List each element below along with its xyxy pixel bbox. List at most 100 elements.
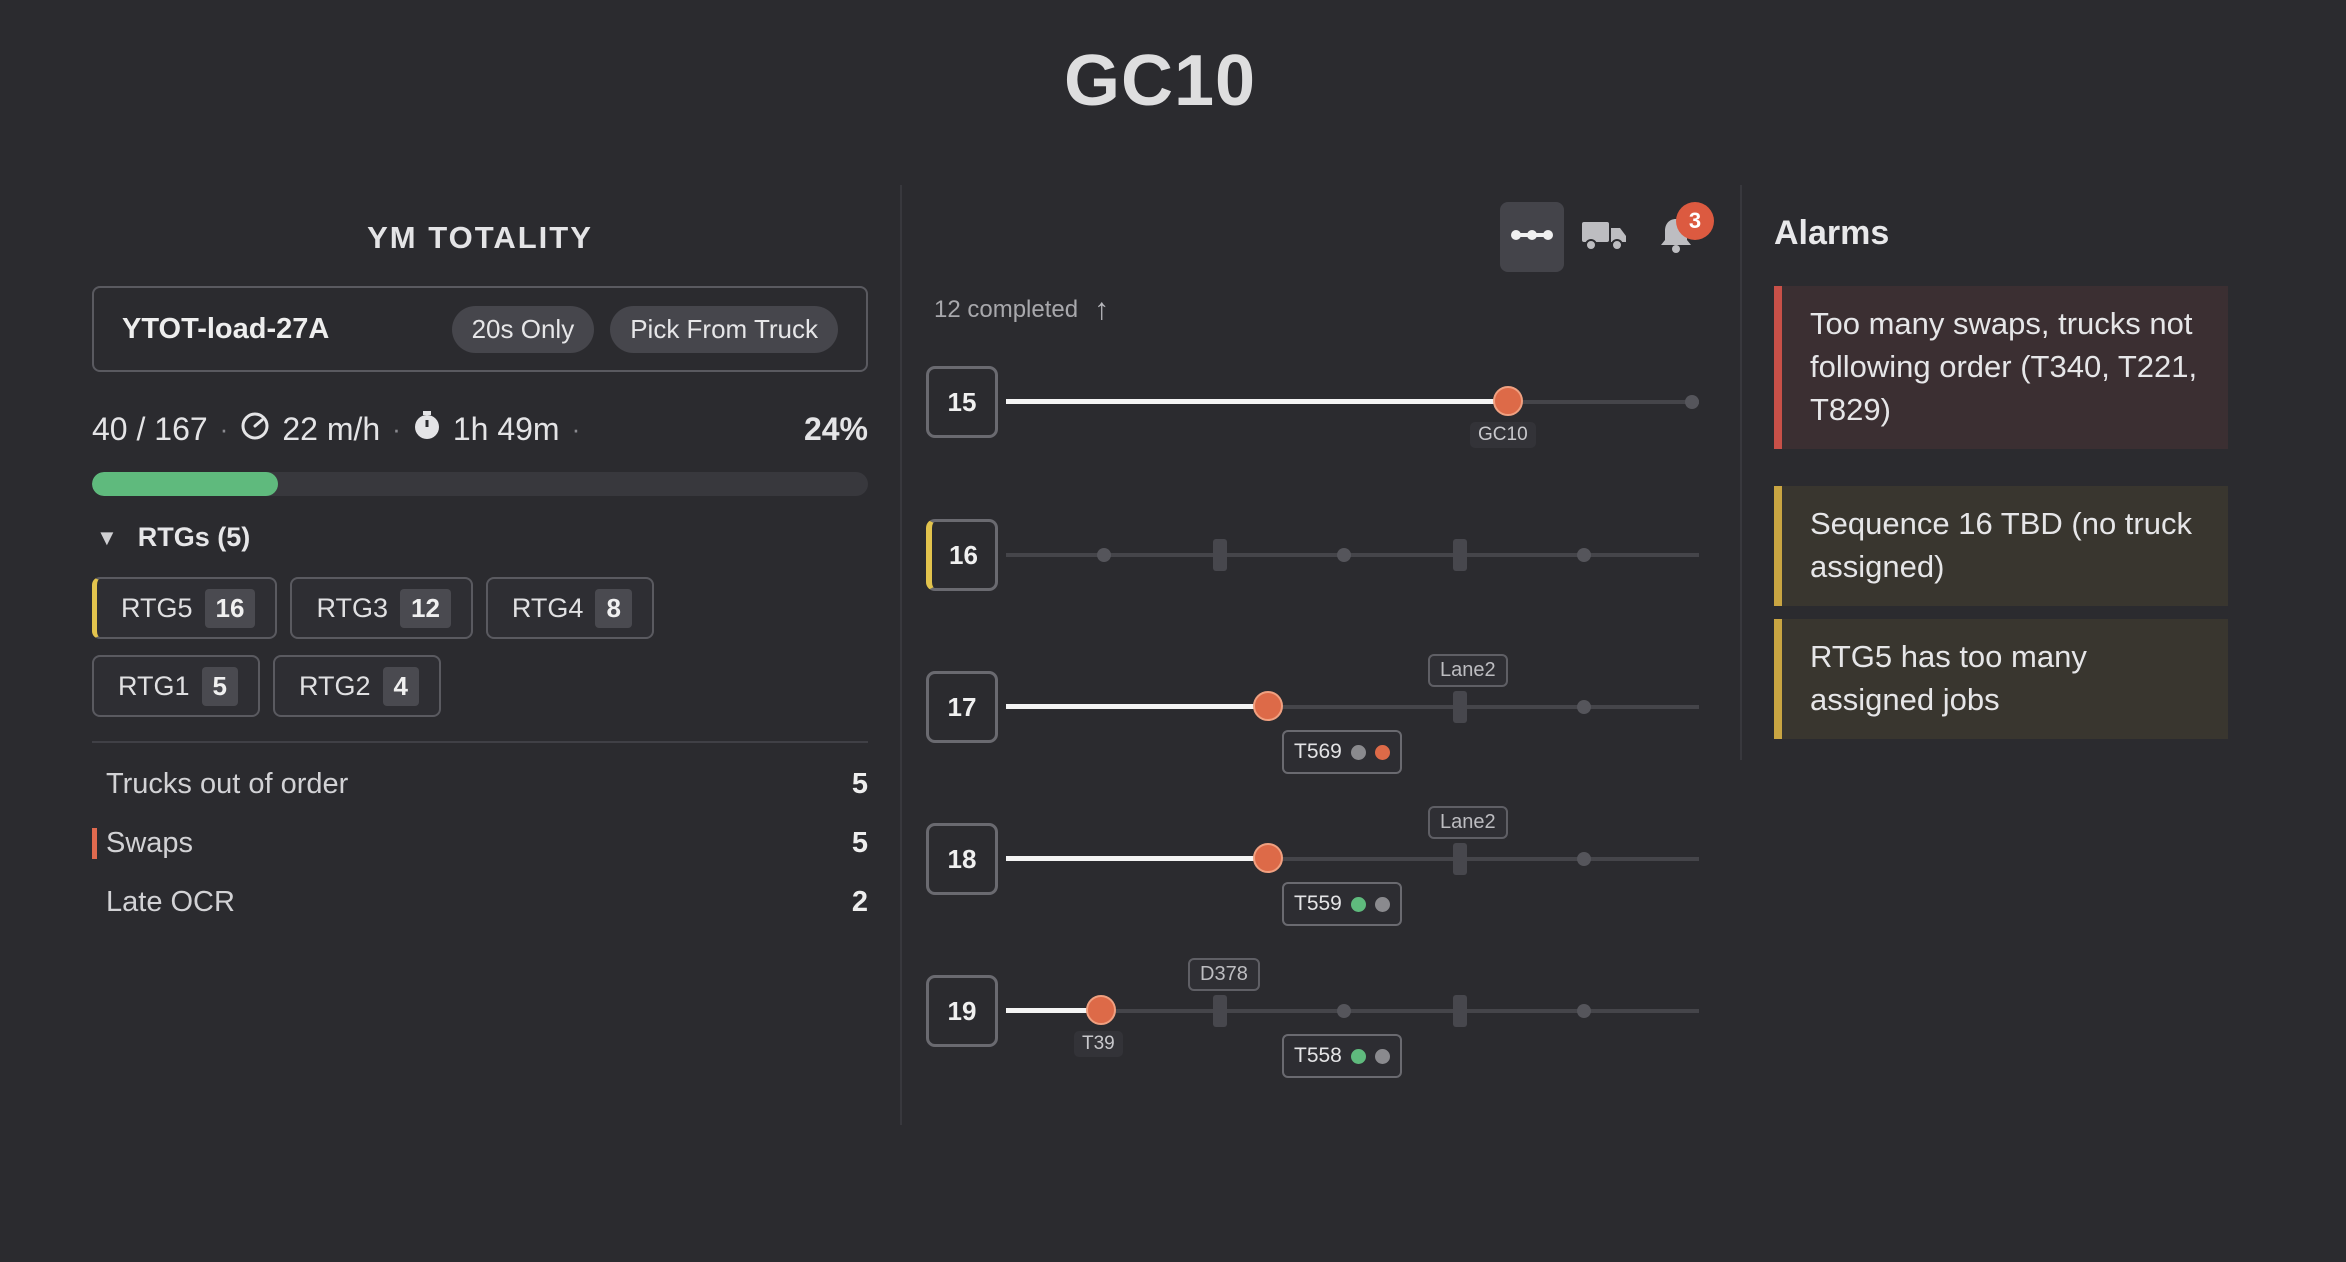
sequence-row: 17 Lane2 T569: [926, 654, 1701, 774]
speedometer-icon: [240, 410, 270, 448]
stopwatch-icon: [413, 410, 441, 448]
sequence-progress: [1006, 704, 1268, 709]
alarm-text: Too many swaps, trucks not following ord…: [1810, 306, 2198, 427]
metric-row[interactable]: Late OCR 2: [92, 873, 868, 932]
rtg-chip-list: RTG5 16 RTG3 12 RTG4 8 RTG1 5 RTG2 4: [92, 577, 832, 733]
status-dot-grey: [1350, 744, 1366, 760]
truck-icon: [1581, 218, 1627, 257]
rtg-chip-count: 16: [204, 588, 256, 628]
truck-id: T569: [1294, 740, 1342, 763]
alarm-text: Sequence 16 TBD (no truck assigned): [1810, 506, 2192, 584]
rtg-chip-count: 12: [399, 588, 451, 628]
rtg-chip-rtg5[interactable]: RTG5 16: [92, 577, 278, 639]
sequence-number[interactable]: 18: [926, 823, 998, 895]
truck-position-marker[interactable]: [1253, 691, 1283, 721]
page-title: GC10: [1063, 41, 1257, 121]
status-dot-grey: [1374, 896, 1390, 912]
rtg-chip-rtg3[interactable]: RTG3 12: [290, 577, 473, 639]
metric-value: 5: [851, 768, 868, 800]
truck-tag[interactable]: T559: [1282, 882, 1402, 926]
job-stats: 40 / 167 · 22 m/h · 1h 49m · 24%: [92, 410, 868, 448]
step-dot: [1685, 395, 1699, 409]
rtg-chip-name: RTG2: [299, 670, 371, 701]
lane-marker: [1213, 995, 1227, 1027]
route-icon: [1511, 227, 1553, 248]
truck-id: T559: [1294, 892, 1342, 915]
sequence-track: [1006, 705, 1699, 709]
sequence-number[interactable]: 15: [926, 366, 998, 438]
lane-marker: [1453, 843, 1467, 875]
alarm-card[interactable]: Too many swaps, trucks not following ord…: [1774, 286, 2228, 449]
collapse-triangle-icon: ▼: [96, 524, 118, 550]
time-remaining: 1h 49m: [452, 410, 560, 447]
sequence-track: [1006, 857, 1699, 861]
rtg-chip-name: RTG1: [118, 670, 190, 701]
metric-row[interactable]: Trucks out of order 5: [92, 755, 868, 814]
rtg-chip-name: RTG5: [121, 592, 193, 623]
step-dot: [1577, 852, 1591, 866]
step-dot: [1097, 548, 1111, 562]
truck-view-button[interactable]: [1572, 202, 1636, 272]
job-name: YTOT-load-27A: [122, 312, 330, 345]
rtg-chip-rtg1[interactable]: RTG1 5: [92, 655, 260, 717]
truck-position-marker[interactable]: [1253, 843, 1283, 873]
alarm-count-badge: 3: [1676, 202, 1714, 240]
rtg-chip-count: 4: [382, 666, 419, 706]
separator-dot: ·: [571, 413, 581, 444]
metric-value: 5: [851, 827, 868, 859]
separator-dot: ·: [392, 413, 401, 444]
sequence-row: 15 GC10: [926, 366, 1701, 448]
status-dot-green: [1350, 1048, 1366, 1064]
step-dot: [1337, 548, 1351, 562]
route-view-button[interactable]: [1500, 202, 1564, 272]
panel-divider: [1740, 185, 1742, 760]
metric-label: Swaps: [106, 827, 194, 859]
lane-marker: [1213, 539, 1227, 571]
arrow-up-icon: ↑: [1094, 293, 1110, 326]
divider: [92, 741, 868, 743]
alarm-card[interactable]: RTG5 has too many assigned jobs: [1774, 619, 2228, 739]
job-card[interactable]: YTOT-load-27A 20s Only Pick From Truck: [92, 286, 868, 372]
progress-percent: 24%: [803, 410, 868, 447]
sequence-number[interactable]: 19: [926, 975, 998, 1047]
sequence-track: [1006, 553, 1699, 557]
step-dot: [1577, 548, 1591, 562]
rtg-chip-name: RTG3: [316, 592, 388, 623]
sequence-track: [1006, 1009, 1699, 1013]
truck-position-marker[interactable]: [1086, 995, 1116, 1025]
step-dot: [1577, 700, 1591, 714]
status-dot-grey: [1374, 1048, 1390, 1064]
truck-tag[interactable]: T569: [1282, 730, 1402, 774]
completed-count[interactable]: 12 completed ↑: [934, 293, 1109, 327]
crane-label: GC10: [1470, 422, 1536, 448]
filter-pill-20s[interactable]: 20s Only: [451, 305, 595, 353]
alarms-title: Alarms: [1774, 214, 1890, 252]
alert-marker: [92, 828, 97, 859]
marker-label: T39: [1074, 1031, 1123, 1057]
speed-value: 22 m/h: [282, 410, 381, 447]
alarm-text: RTG5 has too many assigned jobs: [1810, 639, 2087, 717]
metric-row[interactable]: Swaps 5: [92, 814, 868, 873]
truck-tag[interactable]: T558: [1282, 1034, 1402, 1078]
filter-pill-pick[interactable]: Pick From Truck: [610, 305, 838, 353]
progress-bar: [92, 472, 868, 496]
progress-count: 40 / 167: [92, 410, 208, 447]
sequence-number[interactable]: 17: [926, 671, 998, 743]
sequence-progress: [1006, 1008, 1094, 1013]
rtg-chip-rtg4[interactable]: RTG4 8: [485, 577, 654, 639]
lane-marker: [1453, 539, 1467, 571]
metric-label: Trucks out of order: [106, 768, 349, 800]
section-title: YM TOTALITY: [367, 220, 593, 255]
sequence-progress: [1006, 399, 1508, 404]
lane-tag: D378: [1188, 958, 1260, 991]
alarm-card[interactable]: Sequence 16 TBD (no truck assigned): [1774, 486, 2228, 606]
lane-tag: Lane2: [1428, 806, 1508, 839]
sequence-number[interactable]: 16: [926, 519, 998, 591]
metric-value: 2: [851, 886, 868, 918]
crane-position-marker[interactable]: [1493, 386, 1523, 416]
sequence-row: 18 Lane2 T559: [926, 806, 1701, 926]
metrics-list: Trucks out of order 5 Swaps 5 Late OCR 2: [92, 755, 868, 932]
rtg-chip-rtg2[interactable]: RTG2 4: [273, 655, 441, 717]
completed-label: 12 completed: [934, 296, 1079, 323]
rtg-section-toggle[interactable]: ▼ RTGs (5): [92, 522, 868, 553]
